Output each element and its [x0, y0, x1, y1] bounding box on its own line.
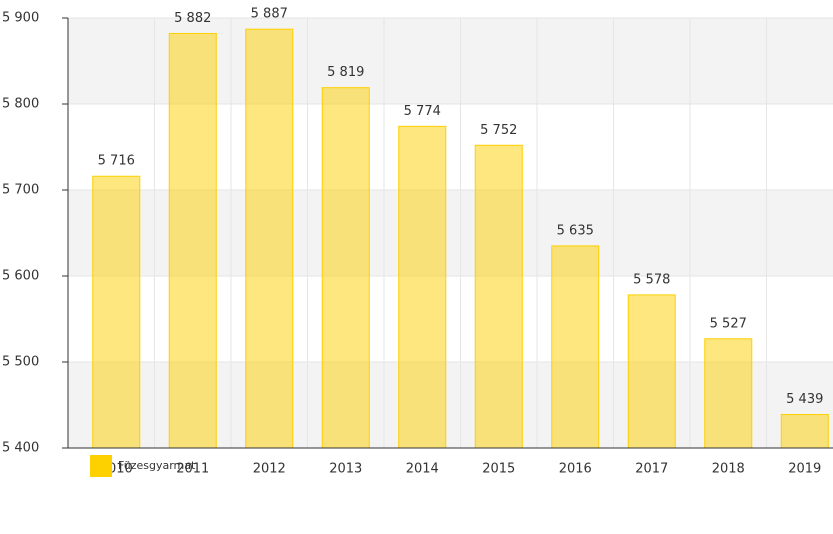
bar — [627, 294, 676, 449]
bar — [168, 32, 217, 449]
value-label: 5 819 — [327, 65, 364, 80]
value-label: 5 887 — [251, 7, 288, 22]
bar — [245, 28, 294, 449]
x-tick-label: 2012 — [253, 462, 286, 477]
value-label: 5 578 — [633, 272, 670, 287]
bar — [780, 413, 829, 449]
value-label: 5 882 — [174, 11, 211, 26]
y-tick-label: 5 700 — [2, 183, 39, 198]
x-tick-label: 2011 — [176, 462, 209, 477]
bar — [474, 144, 523, 449]
bar — [551, 245, 600, 449]
y-tick-label: 5 900 — [2, 11, 39, 26]
y-tick-label: 5 500 — [2, 355, 39, 370]
x-tick-label: 2016 — [559, 462, 592, 477]
x-tick-label: 2019 — [788, 462, 821, 477]
x-tick-label: 2015 — [482, 462, 515, 477]
x-tick-label: 2017 — [635, 462, 668, 477]
legend-swatch — [90, 455, 112, 477]
bar — [321, 87, 370, 449]
value-label: 5 439 — [786, 392, 823, 407]
bar — [92, 175, 141, 449]
y-tick-label: 5 600 — [2, 269, 39, 284]
value-label: 5 635 — [557, 223, 594, 238]
bar — [398, 125, 447, 449]
x-tick-label: 2018 — [712, 462, 745, 477]
value-label: 5 752 — [480, 123, 517, 138]
value-label: 5 716 — [98, 154, 135, 169]
y-tick-label: 5 400 — [2, 441, 39, 456]
value-label: 5 774 — [404, 104, 441, 119]
bar — [704, 338, 753, 449]
x-tick-label: 2014 — [406, 462, 439, 477]
y-tick-label: 5 800 — [2, 97, 39, 112]
value-label: 5 527 — [710, 316, 747, 331]
x-tick-label: 2013 — [329, 462, 362, 477]
legend-label: Füzesgyarmat — [118, 459, 196, 472]
